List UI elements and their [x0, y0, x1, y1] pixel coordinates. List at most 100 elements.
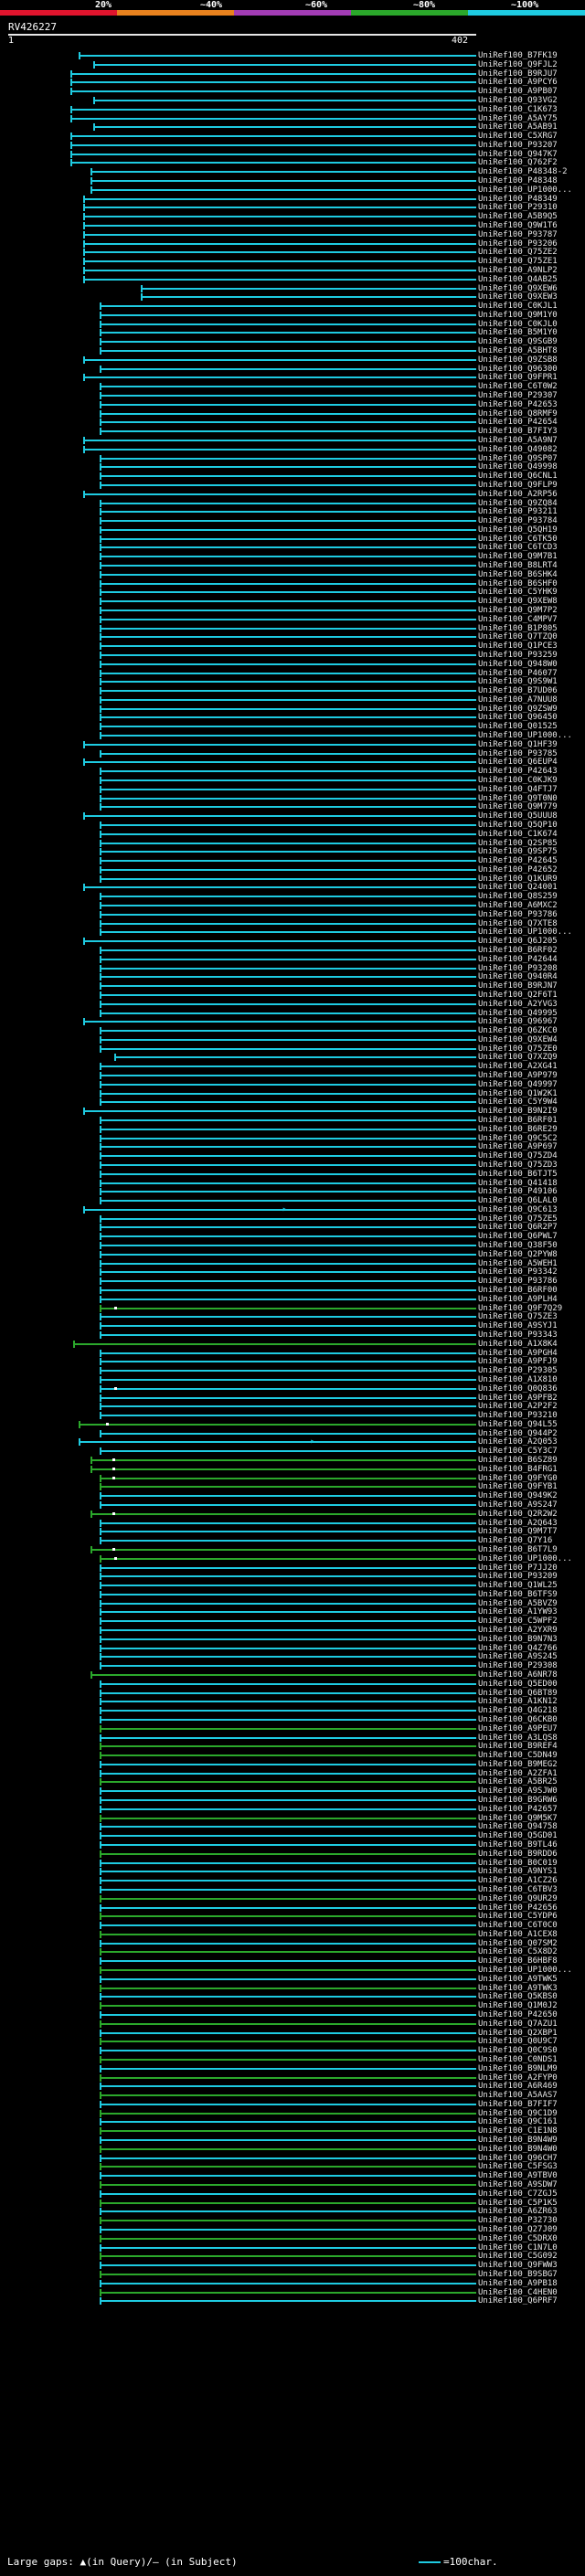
- hit-label[interactable]: UniRef100_C1E1N8: [478, 2126, 558, 2136]
- hit-label[interactable]: UniRef100_B9N2I9: [478, 1107, 558, 1117]
- hit-row[interactable]: UniRef100_Q49997: [0, 1080, 585, 1089]
- hit-label[interactable]: UniRef100_P48348: [478, 176, 558, 186]
- hit-row[interactable]: UniRef100_P29308: [0, 1661, 585, 1670]
- hit-row[interactable]: UniRef100_Q9M7P2: [0, 606, 585, 615]
- hit-label[interactable]: UniRef100_Q96300: [478, 364, 558, 374]
- hit-row[interactable]: UniRef100_Q9C161: [0, 2117, 585, 2126]
- hit-row[interactable]: UniRef100_Q9SGB9: [0, 337, 585, 346]
- hit-row[interactable]: UniRef100_Q6PWL7: [0, 1232, 585, 1241]
- hit-label[interactable]: UniRef100_A9PFJ9: [478, 1357, 558, 1367]
- hit-label[interactable]: UniRef100_P93206: [478, 239, 558, 249]
- hit-label[interactable]: UniRef100_P42652: [478, 864, 558, 875]
- hit-row[interactable]: UniRef100_C5YHK9: [0, 588, 585, 597]
- hit-label[interactable]: UniRef100_A6MXC2: [478, 901, 558, 911]
- hit-label[interactable]: UniRef100_Q75ZE1: [478, 257, 558, 267]
- hit-label[interactable]: UniRef100_P93259: [478, 650, 558, 660]
- hit-row[interactable]: UniRef100_Q96450: [0, 713, 585, 722]
- hit-row[interactable]: UniRef100_A6MXC2: [0, 901, 585, 910]
- hit-row[interactable]: UniRef100_A9PFB2: [0, 1394, 585, 1403]
- hit-row[interactable]: UniRef100_A9TWK3: [0, 1984, 585, 1993]
- hit-row[interactable]: UniRef100_B9SBG7: [0, 2270, 585, 2279]
- hit-row[interactable]: UniRef100_A9SDW7: [0, 2180, 585, 2189]
- hit-row[interactable]: UniRef100_Q947K7: [0, 150, 585, 159]
- hit-row[interactable]: UniRef100_Q75ZD4: [0, 1151, 585, 1161]
- hit-label[interactable]: UniRef100_Q947K7: [478, 149, 558, 159]
- hit-label[interactable]: UniRef100_A9SYJ1: [478, 1321, 558, 1331]
- hit-label[interactable]: UniRef100_A5AB91: [478, 122, 558, 133]
- hit-row[interactable]: UniRef100_A2ZFA1: [0, 1769, 585, 1778]
- hit-row[interactable]: UniRef100_Q1W2K1: [0, 1089, 585, 1098]
- hit-row[interactable]: UniRef100_P7JJ20: [0, 1564, 585, 1573]
- hit-label[interactable]: UniRef100_Q9M7B1: [478, 552, 558, 562]
- hit-label[interactable]: UniRef100_Q9FYG0: [478, 1473, 558, 1483]
- hit-label[interactable]: UniRef100_P93342: [478, 1267, 558, 1277]
- hit-row[interactable]: UniRef100_Q96967: [0, 1017, 585, 1026]
- hit-row[interactable]: UniRef100_Q949K2: [0, 1491, 585, 1500]
- hit-row[interactable]: UniRef100_Q762F2: [0, 158, 585, 167]
- hit-label[interactable]: UniRef100_P93786: [478, 909, 558, 919]
- hit-row[interactable]: UniRef100_P42643: [0, 767, 585, 776]
- hit-label[interactable]: UniRef100_Q5QP10: [478, 820, 558, 830]
- hit-row[interactable]: UniRef100_UP1000...: [0, 1554, 585, 1564]
- hit-row[interactable]: UniRef100_P93210: [0, 1411, 585, 1420]
- hit-row[interactable]: UniRef100_A5WEH1: [0, 1259, 585, 1268]
- hit-row[interactable]: UniRef100_B0C019: [0, 1859, 585, 1868]
- hit-label[interactable]: UniRef100_A9TBV0: [478, 2171, 558, 2181]
- hit-row[interactable]: UniRef100_C1N7L0: [0, 2243, 585, 2253]
- hit-row[interactable]: UniRef100_A9PGH4: [0, 1349, 585, 1358]
- hit-row[interactable]: UniRef100_C6T0W2: [0, 382, 585, 391]
- hit-label[interactable]: UniRef100_B6T7L9: [478, 1544, 558, 1554]
- hit-label[interactable]: UniRef100_Q27J09: [478, 2224, 558, 2234]
- hit-row[interactable]: UniRef100_A9PCY6: [0, 78, 585, 87]
- hit-label[interactable]: UniRef100_Q9C5C2: [478, 1133, 558, 1143]
- hit-label[interactable]: UniRef100_Q1PCE3: [478, 641, 558, 652]
- hit-label[interactable]: UniRef100_Q4G218: [478, 1706, 558, 1716]
- hit-label[interactable]: UniRef100_Q93VG2: [478, 95, 558, 105]
- hit-row[interactable]: UniRef100_B9TL46: [0, 1840, 585, 1850]
- hit-row[interactable]: UniRef100_A2YVG3: [0, 1000, 585, 1009]
- hit-label[interactable]: UniRef100_A2Q053: [478, 1437, 558, 1447]
- hit-label[interactable]: UniRef100_A3LQS8: [478, 1733, 558, 1743]
- hit-label[interactable]: UniRef100_A5BHT8: [478, 346, 558, 356]
- hit-label[interactable]: UniRef100_A1X8K4: [478, 1339, 558, 1349]
- hit-row[interactable]: UniRef100_B9N7N3: [0, 1635, 585, 1644]
- hit-label[interactable]: UniRef100_C6TCD3: [478, 543, 558, 553]
- hit-label[interactable]: UniRef100_C5YDP6: [478, 1912, 558, 1922]
- hit-row[interactable]: UniRef100_C5Y3C7: [0, 1447, 585, 1456]
- hit-label[interactable]: UniRef100_Q9F7Q29: [478, 1303, 563, 1313]
- hit-row[interactable]: UniRef100_B6RF02: [0, 946, 585, 955]
- hit-label[interactable]: UniRef100_Q949K2: [478, 1491, 558, 1501]
- hit-label[interactable]: UniRef100_B9GRW6: [478, 1796, 558, 1806]
- hit-row[interactable]: UniRef100_B6TFS9: [0, 1590, 585, 1599]
- hit-row[interactable]: UniRef100_B8LRT4: [0, 561, 585, 570]
- hit-row[interactable]: UniRef100_P49106: [0, 1187, 585, 1196]
- hit-row[interactable]: UniRef100_A5AB91: [0, 122, 585, 132]
- hit-label[interactable]: UniRef100_Q9C161: [478, 2117, 558, 2127]
- hit-row[interactable]: UniRef100_B9MEG2: [0, 1760, 585, 1769]
- hit-label[interactable]: UniRef100_A5AAS7: [478, 2091, 558, 2101]
- hit-row[interactable]: UniRef100_B1P805: [0, 624, 585, 633]
- hit-label[interactable]: UniRef100_Q41418: [478, 1178, 558, 1188]
- hit-label[interactable]: UniRef100_P93784: [478, 516, 558, 526]
- hit-label[interactable]: UniRef100_P42645: [478, 856, 558, 866]
- hit-label[interactable]: UniRef100_P93207: [478, 140, 558, 150]
- hit-label[interactable]: UniRef100_Q75ZE3: [478, 1312, 558, 1322]
- hit-row[interactable]: UniRef100_Q9FYG0: [0, 1474, 585, 1483]
- hit-row[interactable]: UniRef100_Q75ZE2: [0, 248, 585, 257]
- hit-row[interactable]: UniRef100_A1CEX8: [0, 1930, 585, 1939]
- hit-label[interactable]: UniRef100_C5XRG7: [478, 132, 558, 142]
- hit-row[interactable]: UniRef100_C0KJL0: [0, 320, 585, 329]
- hit-label[interactable]: UniRef100_A5B9Q5: [478, 212, 558, 222]
- hit-label[interactable]: UniRef100_A5BR25: [478, 1777, 558, 1787]
- hit-row[interactable]: UniRef100_Q6PRF7: [0, 2296, 585, 2306]
- hit-row[interactable]: UniRef100_Q27J09: [0, 2225, 585, 2234]
- hit-row[interactable]: UniRef100_Q9XEW8: [0, 597, 585, 606]
- hit-label[interactable]: UniRef100_Q9T0N0: [478, 793, 558, 803]
- hit-label[interactable]: UniRef100_Q24001: [478, 883, 558, 893]
- hit-label[interactable]: UniRef100_B9TL46: [478, 1840, 558, 1850]
- hit-row[interactable]: UniRef100_P93785: [0, 749, 585, 758]
- hit-label[interactable]: UniRef100_Q96CH7: [478, 2153, 558, 2163]
- hit-row[interactable]: UniRef100_B6HBF8: [0, 1956, 585, 1966]
- hit-label[interactable]: UniRef100_P93787: [478, 229, 558, 239]
- hit-row[interactable]: UniRef100_Q94758: [0, 1822, 585, 1831]
